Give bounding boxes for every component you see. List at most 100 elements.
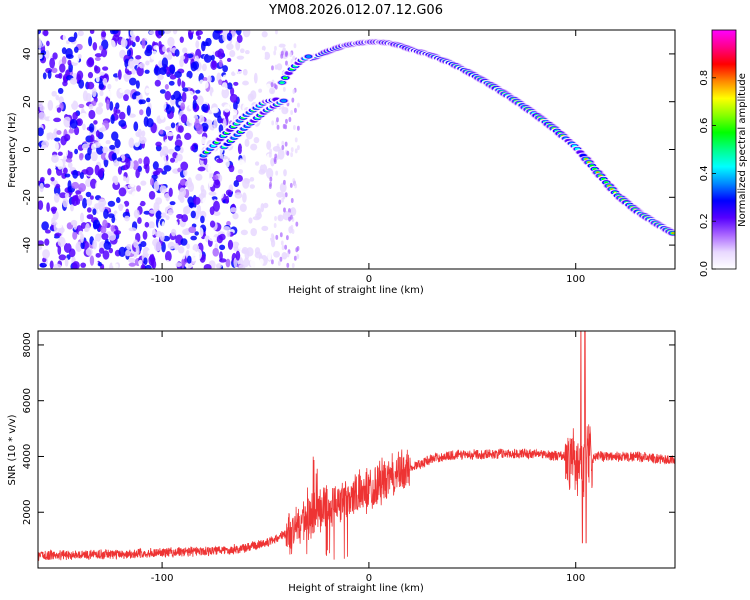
noise-streak [273, 50, 277, 56]
noise-blob [136, 185, 141, 192]
noise-blob [93, 120, 98, 125]
noise-blob [95, 181, 101, 191]
noise-blob [86, 207, 92, 213]
noise-blob [219, 153, 224, 160]
noise-streak [286, 150, 290, 156]
noise-blob [261, 49, 266, 61]
noise-blob [218, 59, 223, 68]
noise-blob [230, 87, 235, 96]
noise-blob [86, 197, 93, 207]
spectrogram-x-axis-label: Height of straight line (km) [288, 285, 424, 296]
noise-blob [169, 201, 176, 206]
noise-blob [185, 262, 193, 269]
noise-streak [293, 180, 296, 186]
noise-blob [97, 261, 103, 267]
noise-streak [287, 211, 291, 217]
noise-blob [131, 68, 136, 75]
noise-blob [133, 137, 141, 148]
noise-blob [155, 144, 162, 152]
noise-blob [101, 31, 107, 38]
noise-blob [182, 76, 191, 83]
noise-blob [54, 232, 62, 237]
colorbar-tick-label: 0.4 [699, 165, 710, 181]
noise-blob [193, 196, 201, 205]
noise-blob [128, 113, 136, 118]
noise-blob [192, 244, 200, 252]
colorbar-tick-label: 0.2 [699, 213, 710, 229]
noise-blob [132, 99, 137, 110]
noise-blob [209, 205, 215, 216]
noise-blob [197, 227, 204, 238]
noise-blob [65, 54, 74, 59]
noise-blob [210, 160, 216, 165]
noise-blob [69, 119, 78, 129]
noise-streak [286, 262, 290, 268]
noise-blob [51, 154, 59, 164]
noise-blob [46, 202, 50, 213]
noise-blob [38, 127, 44, 137]
noise-blob [226, 57, 232, 62]
noise-blob [160, 212, 167, 218]
noise-blob [141, 192, 147, 201]
noise-blob [146, 97, 151, 103]
noise-blob [195, 40, 200, 49]
noise-blob [219, 251, 223, 261]
noise-streak [296, 254, 300, 260]
noise-blob [85, 255, 90, 266]
noise-blob [169, 74, 177, 80]
noise-blob [137, 217, 142, 224]
noise-blob [207, 163, 214, 174]
noise-blob [88, 36, 93, 47]
noise-blob [94, 164, 100, 176]
noise-blob [236, 34, 243, 44]
noise-blob [92, 208, 97, 216]
noise-blob [90, 151, 98, 162]
noise-blob [208, 236, 217, 242]
noise-blob [148, 190, 156, 200]
noise-blob [155, 210, 162, 220]
noise-blob [112, 181, 121, 190]
noise-blob [242, 30, 251, 38]
noise-blob [75, 241, 83, 253]
noise-blob [180, 238, 188, 246]
noise-blob [143, 156, 150, 167]
noise-blob [253, 127, 259, 133]
noise-blob [98, 71, 105, 76]
noise-streak [269, 176, 273, 182]
noise-blob [289, 188, 298, 198]
noise-blob [132, 160, 139, 171]
noise-blob [58, 254, 67, 261]
noise-blob [241, 146, 247, 152]
snr-frame [37, 330, 676, 569]
noise-blob [204, 33, 212, 39]
noise-blob [64, 133, 71, 142]
noise-blob [252, 216, 261, 221]
noise-blob [138, 158, 143, 164]
noise-streak [282, 86, 286, 92]
noise-streak [277, 260, 281, 266]
noise-blob [133, 239, 139, 248]
noise-blob [179, 179, 186, 186]
x-tick-label: 100 [566, 274, 585, 285]
noise-blob [102, 66, 109, 71]
noise-blob [98, 247, 105, 254]
noise-streak [285, 60, 288, 66]
noise-blob [260, 218, 267, 225]
noise-blob [39, 182, 44, 193]
noise-blob [244, 50, 250, 55]
noise-blob [131, 34, 136, 43]
noise-blob [39, 262, 47, 268]
noise-blob [235, 250, 241, 261]
noise-blob [159, 89, 166, 94]
noise-blob [111, 131, 119, 141]
noise-blob [62, 198, 69, 208]
noise-blob [63, 167, 68, 174]
noise-blob [233, 81, 239, 86]
noise-blob [144, 69, 150, 74]
noise-blob [122, 176, 127, 182]
noise-blob [96, 145, 104, 155]
noise-blob [138, 99, 143, 105]
snr-x-axis-label: Height of straight line (km) [288, 583, 424, 594]
noise-blob [77, 30, 84, 37]
